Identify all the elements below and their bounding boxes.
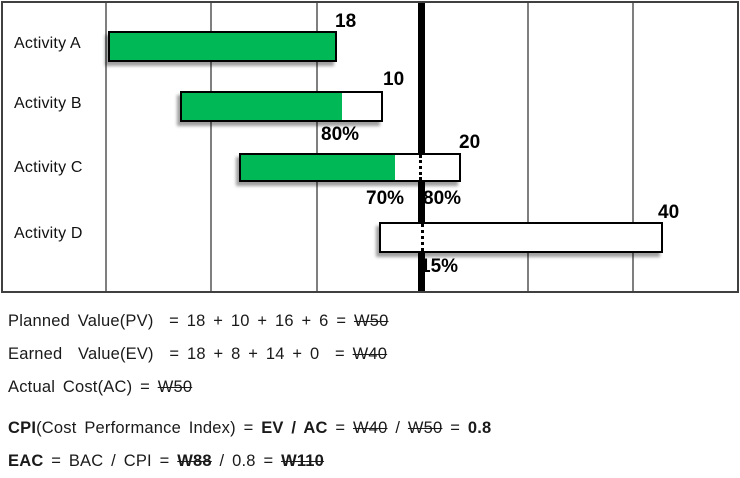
note-segment: CPI	[8, 419, 37, 437]
row-label-activity-a: Activity A	[14, 35, 81, 52]
gantt-chart: Activity A Activity B Activity C Activit…	[1, 1, 739, 293]
note-segment: 0.8	[467, 419, 492, 437]
evm-calculations: Planned Value(PV) = 18 + 10 + 16 + 6 = W…	[8, 310, 491, 478]
bar-activity-b	[180, 91, 383, 122]
gridline	[210, 3, 212, 291]
bar-activity-a-earned	[110, 33, 335, 60]
bar-activity-c	[239, 153, 461, 182]
note-segment: W88	[177, 452, 212, 470]
note-segment: (Cost Performance Index) =	[36, 419, 262, 437]
note-cpi: CPI(Cost Performance Index) = EV / AC = …	[8, 417, 491, 450]
note-segment: Actual Cost(AC) =	[8, 378, 158, 396]
status-date-dotted-line	[419, 155, 422, 180]
value-label-b: 10	[383, 69, 405, 90]
bar-activity-a	[108, 31, 337, 62]
note-segment: Earned Value(EV) = 18 + 8 + 14 + 0 =	[8, 345, 353, 363]
note-segment: W40	[352, 345, 388, 363]
note-segment: = BAC / CPI =	[43, 452, 178, 470]
note-segment: Planned Value(PV) = 18 + 10 + 16 + 6 =	[8, 312, 354, 330]
value-label-c: 20	[459, 132, 481, 153]
note-segment: EV / AC	[261, 419, 328, 437]
row-label-activity-d: Activity D	[14, 225, 83, 242]
gridline	[632, 3, 634, 291]
note-segment: /	[387, 419, 408, 437]
gridline	[527, 3, 529, 291]
note-actual-cost: Actual Cost(AC) = W50	[8, 376, 491, 409]
note-segment: / 0.8 =	[211, 452, 282, 470]
pct-label-d: 15%	[420, 256, 459, 277]
note-segment: =	[442, 419, 468, 437]
note-segment: =	[327, 419, 354, 437]
status-date-line	[418, 3, 425, 291]
note-segment: W110	[281, 452, 325, 470]
gridline	[105, 3, 107, 291]
pct-label-c-right: 80%	[423, 188, 462, 209]
status-date-dotted-line	[421, 224, 424, 251]
note-segment: EAC	[8, 452, 44, 470]
row-label-activity-b: Activity B	[14, 95, 82, 112]
note-earned-value: Earned Value(EV) = 18 + 8 + 14 + 0 = W40	[8, 343, 491, 376]
note-segment: W40	[353, 419, 388, 437]
value-label-d: 40	[658, 202, 680, 223]
note-segment: W50	[353, 312, 389, 330]
bar-activity-d	[379, 222, 663, 253]
note-eac: EAC = BAC / CPI = W88 / 0.8 = W110	[8, 450, 491, 478]
gridline	[316, 3, 318, 291]
note-segment: W50	[407, 419, 443, 437]
value-label-a: 18	[335, 11, 357, 32]
bar-activity-c-earned	[241, 155, 395, 180]
note-segment: W50	[157, 378, 193, 396]
note-planned-value: Planned Value(PV) = 18 + 10 + 16 + 6 = W…	[8, 310, 491, 343]
pct-label-b: 80%	[321, 124, 360, 145]
row-label-activity-c: Activity C	[14, 159, 83, 176]
pct-label-c-left: 70%	[366, 188, 405, 209]
bar-activity-b-earned	[182, 93, 342, 120]
